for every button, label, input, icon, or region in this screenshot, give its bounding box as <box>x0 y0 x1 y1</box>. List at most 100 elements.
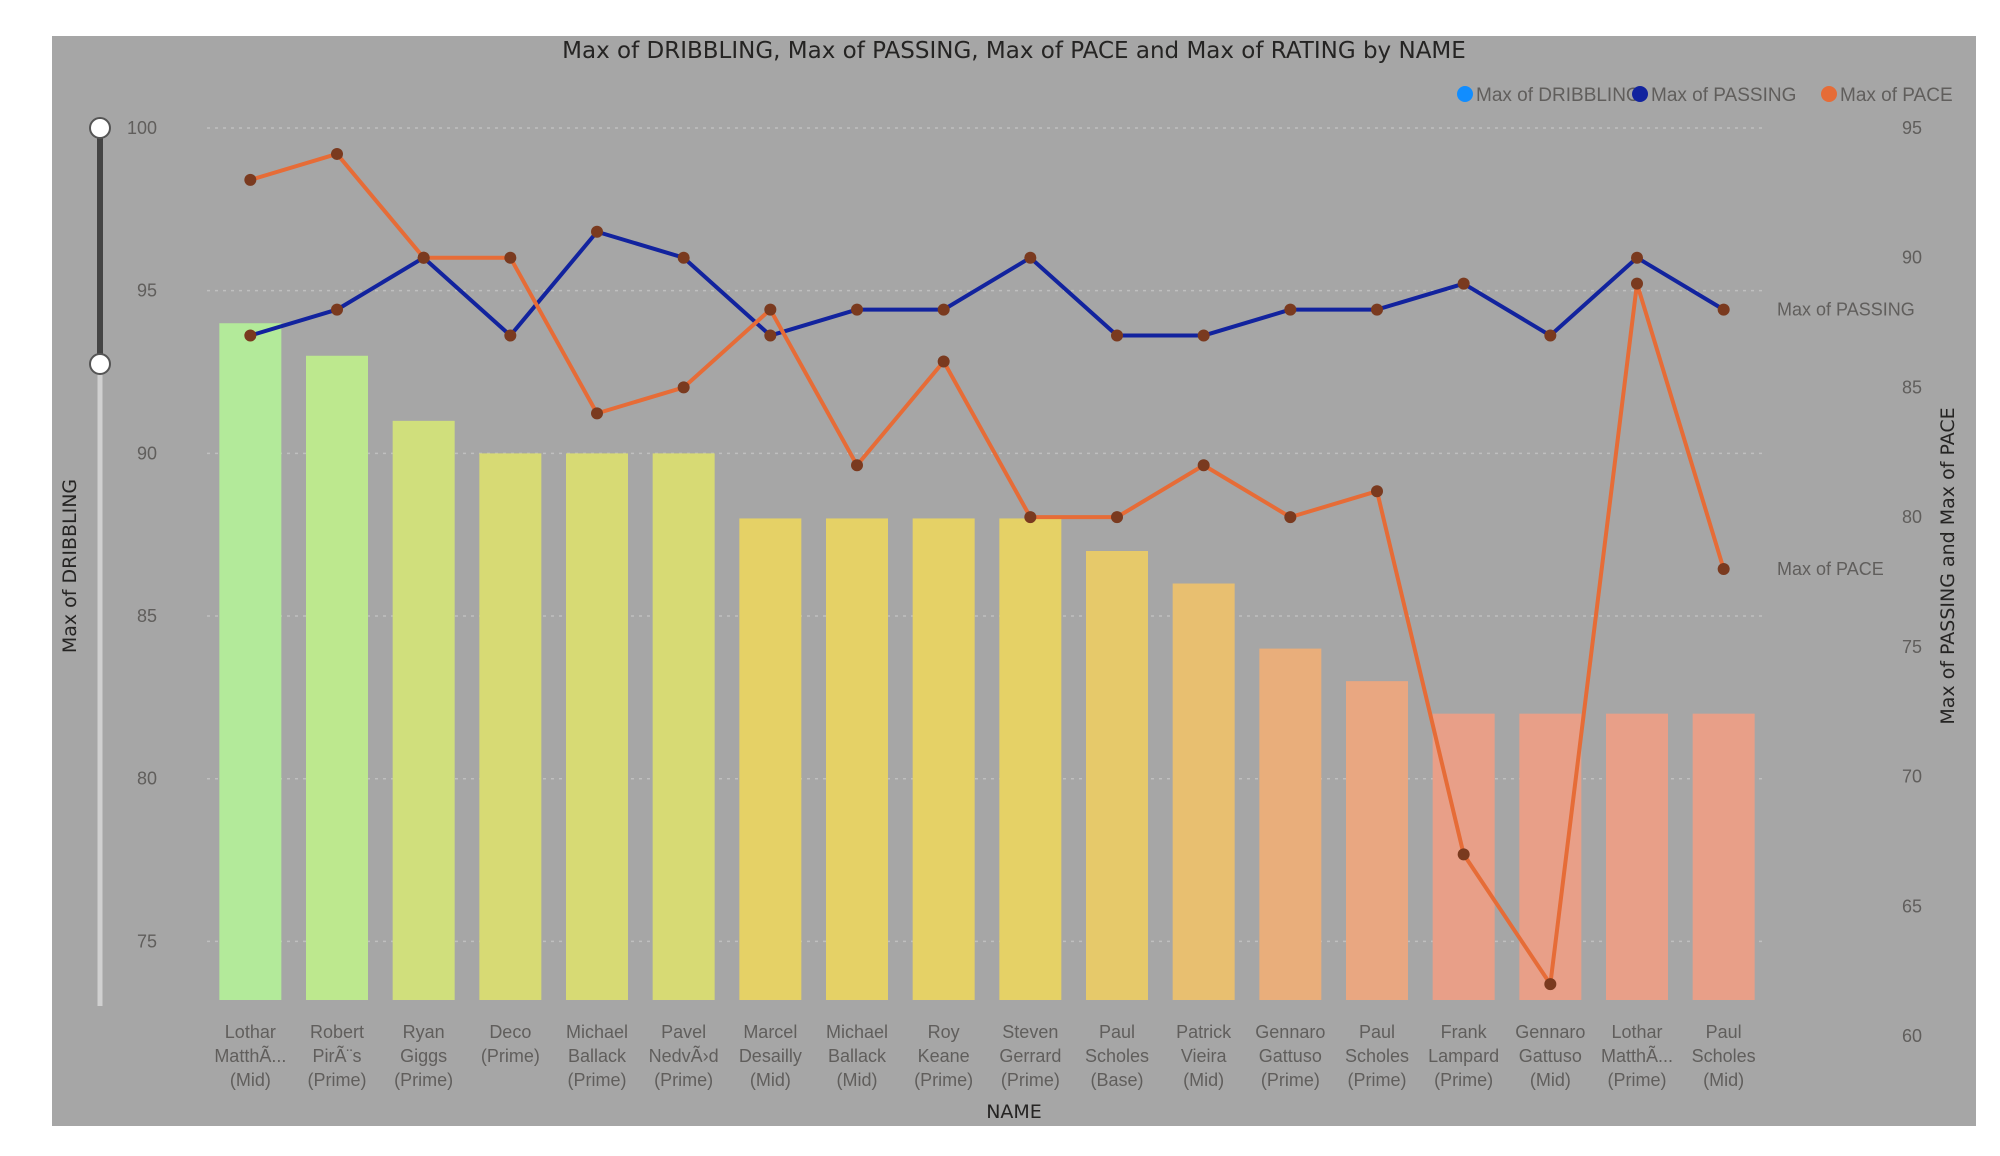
x-tick-label: Lothar MatthÃ... (Mid) <box>214 1022 286 1090</box>
bar <box>652 453 715 1000</box>
point-max-of-pace <box>591 407 603 420</box>
y2-tick-label: 65 <box>1902 896 1922 916</box>
x-tick-label: Michael Ballack (Prime) <box>566 1022 628 1090</box>
point-max-of-pace <box>1024 511 1037 524</box>
label-max-of-pace: Max of PACE <box>1777 559 1884 579</box>
x-tick-label: Deco (Prime) <box>481 1022 540 1066</box>
point-max-of-pace <box>244 173 257 186</box>
x-tick-label: Gennaro Gattuso (Prime) <box>1255 1022 1325 1090</box>
y-axis-title: Max of DRIBBLING <box>59 479 81 653</box>
point-max-of-passing <box>244 329 257 342</box>
point-max-of-passing <box>677 251 690 264</box>
point-max-of-passing <box>1371 303 1383 316</box>
chart-title: Max of DRIBBLING, Max of PASSING, Max of… <box>562 38 1466 64</box>
y2-tick-label: 95 <box>1902 118 1922 138</box>
y2-tick-label: 70 <box>1902 767 1922 787</box>
chart-panel: Max of DRIBBLING, Max of PASSING, Max of… <box>52 36 1976 1126</box>
y-tick-label: 80 <box>137 769 157 789</box>
y2-tick-label: 85 <box>1902 377 1922 397</box>
point-max-of-passing <box>1284 303 1297 316</box>
line-max-of-passing <box>249 229 1725 338</box>
label-max-of-passing: Max of PASSING <box>1777 300 1915 320</box>
point-max-of-pace <box>1371 485 1383 498</box>
point-max-of-passing <box>1111 329 1123 342</box>
y-tick-label: 85 <box>137 606 157 626</box>
y2-axis-title: Max of PASSING and Max of PACE <box>1937 407 1959 724</box>
x-tick-label: Paul Scholes (Base) <box>1085 1022 1149 1090</box>
bar <box>999 518 1062 1000</box>
point-max-of-passing <box>504 329 517 342</box>
point-max-of-pace <box>677 381 690 394</box>
point-max-of-pace <box>764 303 777 316</box>
line-max-of-pace <box>249 151 1726 987</box>
bars <box>219 323 1755 1000</box>
bar <box>1606 713 1668 1000</box>
point-max-of-pace <box>1111 511 1123 524</box>
y2-tick-label: 75 <box>1902 637 1922 657</box>
x-tick-label: Marcel Desailly (Mid) <box>739 1022 802 1090</box>
point-max-of-passing <box>1544 329 1557 342</box>
x-tick-label: Michael Ballack (Mid) <box>826 1022 888 1090</box>
slider-handle-max <box>89 117 111 139</box>
x-tick-label: Gennaro Gattuso (Mid) <box>1515 1022 1585 1090</box>
legend-marker <box>1457 86 1473 102</box>
legend-label: Max of PACE <box>1840 85 1953 106</box>
chart-svg: 75 80 85 90 95 100 60 65 70 75 80 85 90 95 Max of DRIB… <box>59 85 1959 1123</box>
point-max-of-passing <box>851 303 863 316</box>
point-max-of-passing <box>764 329 777 342</box>
y-tick-label: 100 <box>127 118 157 138</box>
bar <box>479 453 542 1000</box>
bar <box>306 355 368 1000</box>
bar <box>739 518 802 1000</box>
point-max-of-pace <box>1284 511 1297 524</box>
x-tick-label: Frank Lampard (Prime) <box>1428 1022 1499 1090</box>
bar <box>1519 713 1582 1000</box>
point-max-of-passing <box>1717 303 1730 316</box>
y2-tick-label: 80 <box>1902 507 1922 527</box>
x-tick-label: Roy Keane (Prime) <box>914 1022 973 1090</box>
y2-tick-label: 60 <box>1902 1026 1922 1046</box>
point-max-of-passing <box>591 225 603 238</box>
point-max-of-pace <box>937 355 950 368</box>
slider-handle-min <box>89 353 111 375</box>
point-max-of-pace <box>504 251 517 264</box>
legend-label: Max of PASSING <box>1651 85 1796 106</box>
x-tick-label: Robert PirÃ¨s (Prime) <box>308 1022 367 1090</box>
bar <box>219 323 282 1000</box>
legend-marker <box>1632 86 1648 102</box>
point-max-of-passing <box>1024 251 1037 264</box>
point-max-of-passing <box>1197 329 1210 342</box>
x-tick-label: Lothar MatthÃ... (Prime) <box>1601 1022 1673 1090</box>
y2-tick-label: 90 <box>1902 248 1922 268</box>
bar <box>392 420 455 1000</box>
y-tick-label: 75 <box>137 931 157 951</box>
point-max-of-passing <box>1631 251 1643 264</box>
point-max-of-pace <box>417 251 430 264</box>
bar <box>826 518 888 1000</box>
point-max-of-pace <box>331 147 343 160</box>
point-max-of-pace <box>851 459 863 472</box>
point-max-of-pace <box>1631 277 1643 290</box>
point-max-of-pace <box>1544 978 1557 991</box>
x-tick-label: Patrick Vieira (Mid) <box>1176 1022 1232 1090</box>
legend-marker <box>1821 86 1837 102</box>
bar <box>1692 713 1755 1000</box>
bar <box>1086 550 1148 1000</box>
point-max-of-pace <box>1457 848 1470 861</box>
x-tick-label: Ryan Giggs (Prime) <box>394 1022 453 1090</box>
x-tick-label: Paul Scholes (Mid) <box>1692 1022 1756 1090</box>
point-max-of-pace <box>1717 563 1730 576</box>
bar <box>912 518 975 1000</box>
x-tick-label: Steven Gerrard (Prime) <box>999 1022 1061 1090</box>
bar <box>1346 681 1408 1000</box>
point-max-of-pace <box>1197 459 1210 472</box>
x-axis-title: NAME <box>986 1101 1042 1123</box>
x-tick-label: Paul Scholes (Prime) <box>1345 1022 1409 1090</box>
legend-label: Max of DRIBBLING <box>1476 85 1641 106</box>
point-max-of-passing <box>1457 277 1470 290</box>
point-max-of-passing <box>331 303 343 316</box>
point-max-of-passing <box>937 303 950 316</box>
y-tick-label: 90 <box>137 443 157 463</box>
bar <box>1172 583 1235 1000</box>
x-tick-label: Pavel NedvÃ›d (Prime) <box>649 1022 719 1090</box>
